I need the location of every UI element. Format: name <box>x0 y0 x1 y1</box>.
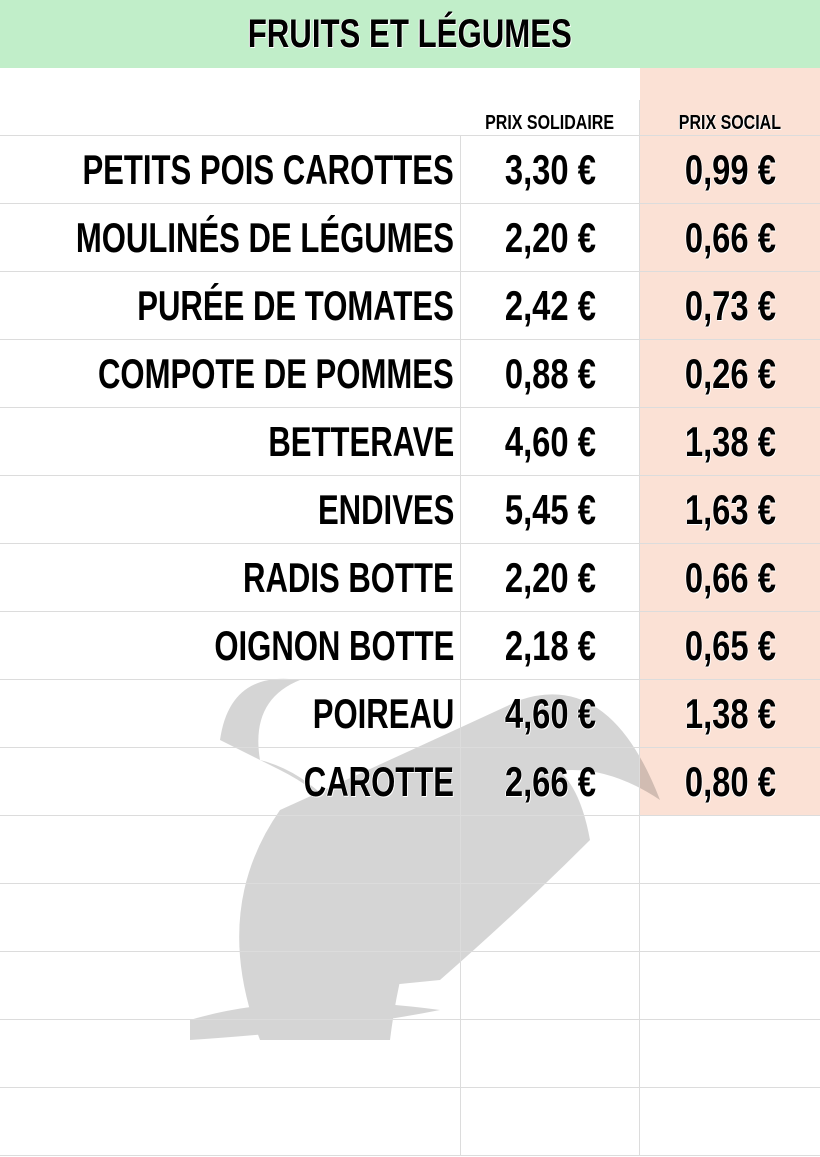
product-name: Oignon botte <box>213 621 454 669</box>
price-table: Prix solidaire Prix social Petits pois c… <box>0 68 820 1156</box>
product-name-cell: Purée de tomates <box>0 272 461 339</box>
product-name: Compote de pommes <box>98 349 454 397</box>
empty-row <box>0 884 820 952</box>
prix-social: 0,80 € <box>684 757 776 805</box>
product-name-cell: Compote de pommes <box>0 340 461 407</box>
product-name: Carotte <box>303 757 454 805</box>
product-name: Poireau <box>312 689 454 737</box>
table-row: Carotte 2,66 € 0,80 € <box>0 748 820 816</box>
table-row: Endives 5,45 € 1,63 € <box>0 476 820 544</box>
product-name-cell: Poireau <box>0 680 461 747</box>
prix-solidaire-cell: 2,66 € <box>461 748 640 815</box>
prix-social-cell <box>640 816 820 883</box>
prix-solidaire: 2,20 € <box>504 213 596 261</box>
page-title: Fruits et Légumes <box>247 11 573 56</box>
prix-solidaire-cell: 2,42 € <box>461 272 640 339</box>
table-row: Poireau 4,60 € 1,38 € <box>0 680 820 748</box>
product-name-cell: Moulinés de légumes <box>0 204 461 271</box>
product-name-cell: Oignon botte <box>0 612 461 679</box>
prix-solidaire-cell <box>461 816 640 883</box>
prix-social-cell: 0,73 € <box>640 272 820 339</box>
prix-solidaire-cell: 3,30 € <box>461 136 640 203</box>
prix-social-cell: 0,99 € <box>640 136 820 203</box>
header-prix-solidaire: Prix solidaire <box>461 100 640 135</box>
table-row: Purée de tomates 2,42 € 0,73 € <box>0 272 820 340</box>
prix-social: 1,63 € <box>684 485 776 533</box>
product-name-cell <box>0 952 461 1019</box>
empty-row <box>0 1020 820 1088</box>
title-banner: Fruits et Légumes <box>0 0 820 68</box>
social-column-highlight <box>640 68 820 816</box>
product-name-cell: Betterave <box>0 408 461 475</box>
prix-social: 0,66 € <box>684 213 776 261</box>
table-row: Petits pois carottes 3,30 € 0,99 € <box>0 136 820 204</box>
prix-solidaire: 4,60 € <box>504 417 596 465</box>
prix-social-cell <box>640 1088 820 1155</box>
prix-solidaire: 0,88 € <box>504 349 596 397</box>
prix-social-cell: 1,38 € <box>640 408 820 475</box>
empty-row <box>0 1088 820 1156</box>
prix-social: 1,38 € <box>684 417 776 465</box>
prix-solidaire: 5,45 € <box>504 485 596 533</box>
product-name-cell: Petits pois carottes <box>0 136 461 203</box>
product-name-cell: Carotte <box>0 748 461 815</box>
prix-social: 0,99 € <box>684 145 776 193</box>
prix-solidaire-cell: 2,18 € <box>461 612 640 679</box>
header-row: Prix solidaire Prix social <box>0 68 820 136</box>
product-name: Betterave <box>268 417 454 465</box>
table-row: Oignon botte 2,18 € 0,65 € <box>0 612 820 680</box>
table-row: Moulinés de légumes 2,20 € 0,66 € <box>0 204 820 272</box>
prix-social-cell <box>640 884 820 951</box>
prix-social: 1,38 € <box>684 689 776 737</box>
prix-solidaire-cell: 5,45 € <box>461 476 640 543</box>
prix-social-cell <box>640 1020 820 1087</box>
prix-solidaire-cell <box>461 1020 640 1087</box>
prix-solidaire-cell: 2,20 € <box>461 204 640 271</box>
product-name-cell: Radis botte <box>0 544 461 611</box>
header-prix-social: Prix social <box>678 112 782 134</box>
prix-solidaire-cell <box>461 884 640 951</box>
empty-row <box>0 816 820 884</box>
prix-social: 0,73 € <box>684 281 776 329</box>
product-name: Petits pois carottes <box>82 145 454 193</box>
product-name: Radis botte <box>243 553 454 601</box>
table-row: Betterave 4,60 € 1,38 € <box>0 408 820 476</box>
prix-social: 0,65 € <box>684 621 776 669</box>
prix-social-cell <box>640 952 820 1019</box>
product-name-cell: Endives <box>0 476 461 543</box>
prix-solidaire-cell: 4,60 € <box>461 680 640 747</box>
prix-social: 0,26 € <box>684 349 776 397</box>
product-name-cell <box>0 884 461 951</box>
prix-social-cell: 1,63 € <box>640 476 820 543</box>
prix-social-cell: 0,66 € <box>640 544 820 611</box>
prix-social-cell: 0,80 € <box>640 748 820 815</box>
prix-solidaire: 2,66 € <box>504 757 596 805</box>
product-name-cell <box>0 816 461 883</box>
prix-solidaire-cell <box>461 952 640 1019</box>
prix-solidaire-cell: 4,60 € <box>461 408 640 475</box>
product-name: Endives <box>317 485 454 533</box>
prix-social-cell: 1,38 € <box>640 680 820 747</box>
prix-social-cell: 0,66 € <box>640 204 820 271</box>
product-name: Purée de tomates <box>137 281 454 329</box>
prix-solidaire: 3,30 € <box>504 145 596 193</box>
table-row: Compote de pommes 0,88 € 0,26 € <box>0 340 820 408</box>
prix-social: 0,66 € <box>684 553 776 601</box>
empty-row <box>0 952 820 1020</box>
product-name-cell <box>0 1088 461 1155</box>
product-name: Moulinés de légumes <box>75 213 454 261</box>
prix-solidaire: 2,42 € <box>504 281 596 329</box>
product-name-cell <box>0 1020 461 1087</box>
prix-social-cell: 0,26 € <box>640 340 820 407</box>
prix-solidaire-cell <box>461 1088 640 1155</box>
prix-solidaire: 4,60 € <box>504 689 596 737</box>
prix-solidaire-cell: 0,88 € <box>461 340 640 407</box>
prix-solidaire: 2,20 € <box>504 553 596 601</box>
prix-solidaire-cell: 2,20 € <box>461 544 640 611</box>
prix-solidaire: 2,18 € <box>504 621 596 669</box>
prix-social-cell: 0,65 € <box>640 612 820 679</box>
table-row: Radis botte 2,20 € 0,66 € <box>0 544 820 612</box>
